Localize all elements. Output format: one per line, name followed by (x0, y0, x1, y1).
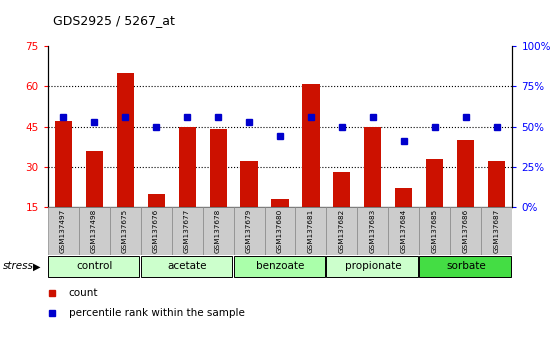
Text: GSM137680: GSM137680 (277, 209, 283, 253)
Text: GSM137685: GSM137685 (432, 209, 438, 253)
Bar (395, 188, 413, 207)
Text: propionate: propionate (344, 261, 402, 272)
Bar (141, 207, 171, 255)
Text: GSM137683: GSM137683 (370, 209, 376, 253)
Text: GSM137676: GSM137676 (153, 209, 159, 253)
Bar (234, 256, 325, 277)
Bar (450, 207, 482, 255)
Bar (326, 207, 357, 255)
Bar (333, 172, 351, 207)
Bar (488, 161, 506, 207)
Bar (48, 207, 78, 255)
Text: ▶: ▶ (32, 261, 40, 272)
Text: GSM137498: GSM137498 (91, 209, 97, 253)
Text: acetate: acetate (167, 261, 207, 272)
Bar (326, 256, 418, 277)
Text: GSM137687: GSM137687 (494, 209, 500, 253)
Bar (54, 121, 72, 207)
Text: GDS2925 / 5267_at: GDS2925 / 5267_at (53, 13, 175, 27)
Text: GSM137681: GSM137681 (308, 209, 314, 253)
Bar (296, 207, 326, 255)
Bar (209, 129, 227, 207)
Bar (240, 161, 258, 207)
Bar (389, 207, 419, 255)
Bar (272, 199, 288, 207)
Bar (171, 207, 203, 255)
Bar (264, 207, 296, 255)
Text: GSM137679: GSM137679 (246, 209, 252, 253)
Text: count: count (68, 288, 98, 298)
Bar (116, 73, 134, 207)
Bar (48, 256, 139, 277)
Text: GSM137686: GSM137686 (463, 209, 469, 253)
Bar (147, 194, 165, 207)
Bar (419, 207, 450, 255)
Text: sorbate: sorbate (446, 261, 486, 272)
Text: GSM137682: GSM137682 (339, 209, 345, 253)
Bar (357, 207, 389, 255)
Bar (365, 127, 381, 207)
Bar (179, 127, 195, 207)
Bar (426, 159, 444, 207)
Text: percentile rank within the sample: percentile rank within the sample (68, 308, 244, 318)
Bar (78, 207, 110, 255)
Bar (141, 256, 232, 277)
Text: GSM137684: GSM137684 (401, 209, 407, 253)
Bar (458, 140, 474, 207)
Text: GSM137675: GSM137675 (122, 209, 128, 253)
Bar (203, 207, 234, 255)
Bar (110, 207, 141, 255)
Bar (302, 84, 320, 207)
Text: GSM137677: GSM137677 (184, 209, 190, 253)
Bar (482, 207, 512, 255)
Text: GSM137678: GSM137678 (215, 209, 221, 253)
Text: control: control (76, 261, 112, 272)
Text: benzoate: benzoate (256, 261, 304, 272)
Bar (419, 256, 511, 277)
Bar (86, 151, 102, 207)
Text: stress: stress (3, 261, 34, 272)
Text: GSM137497: GSM137497 (60, 209, 66, 253)
Bar (234, 207, 264, 255)
